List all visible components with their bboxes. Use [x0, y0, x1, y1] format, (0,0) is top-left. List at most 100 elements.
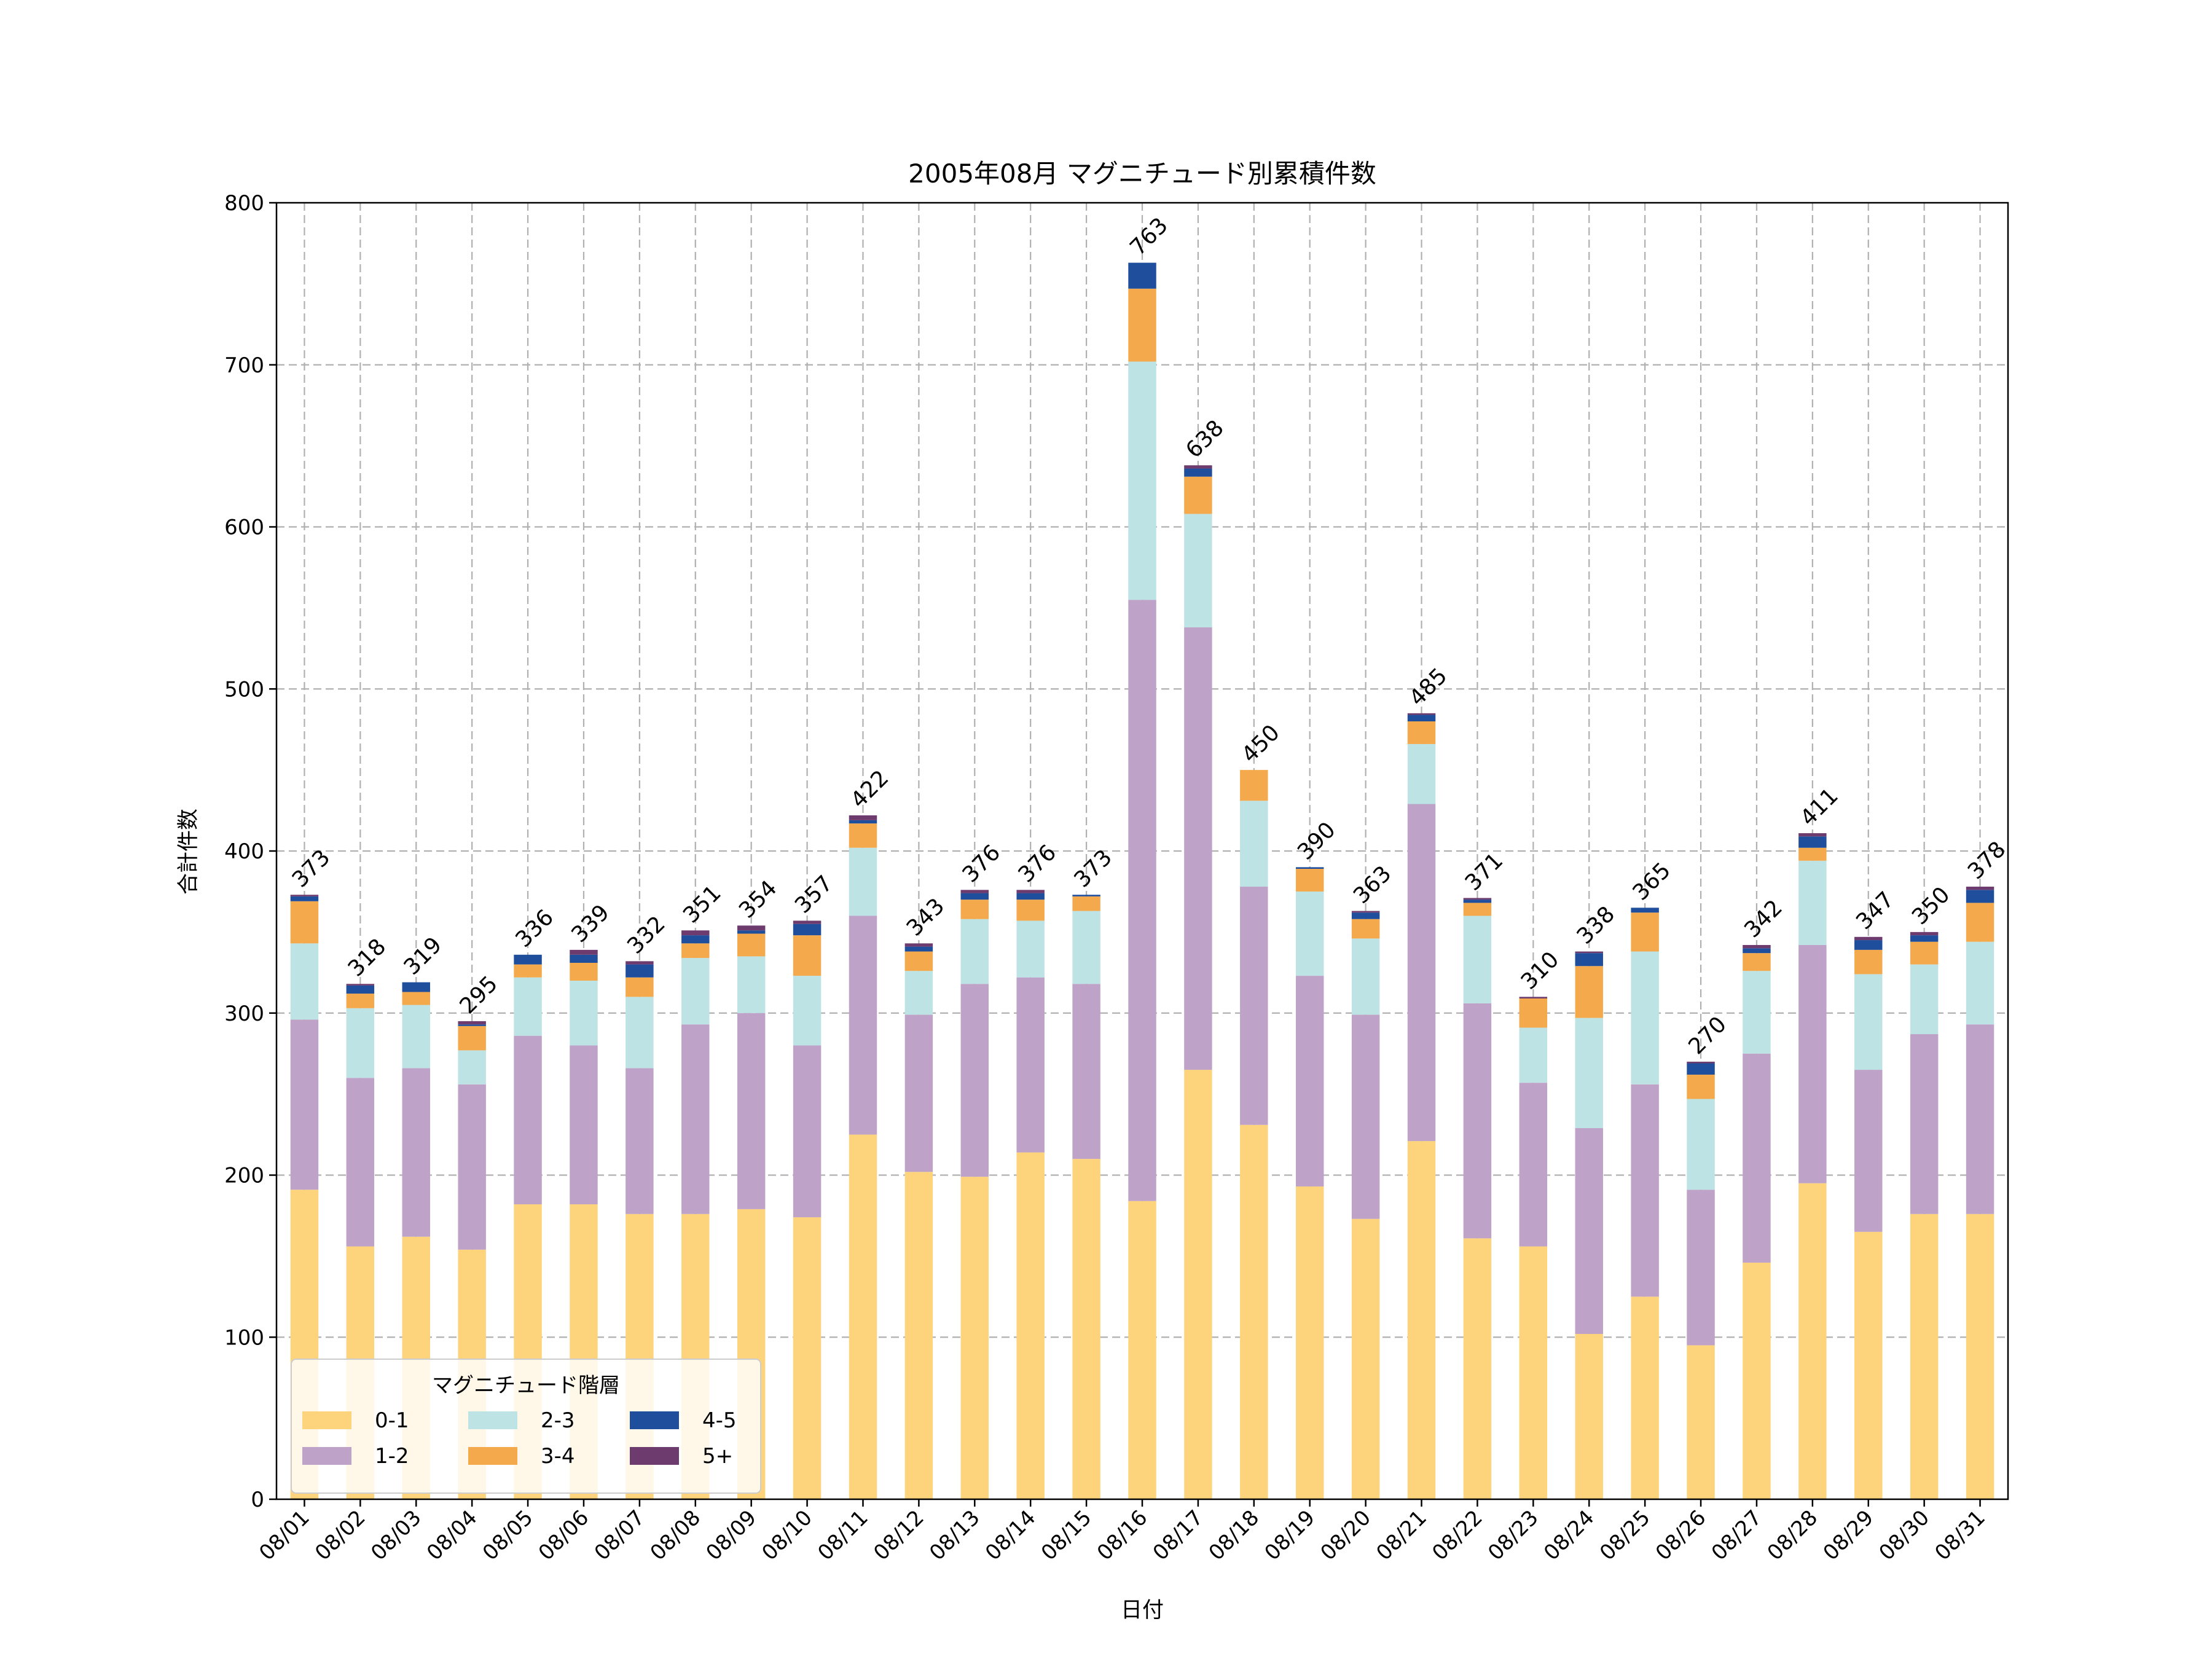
bar-segment-3-4	[1407, 721, 1436, 744]
bar-segment-1-2	[458, 1084, 486, 1250]
bar-segment-0-1	[1295, 1186, 1324, 1499]
bar-segment-2-3	[1519, 1027, 1548, 1083]
bar-segment-2-3	[1072, 911, 1100, 984]
legend-swatch-0-1	[302, 1411, 351, 1429]
bar-segment-4-5	[904, 946, 933, 952]
legend-swatch-2-3	[468, 1411, 517, 1429]
bar-segment-2-3	[793, 976, 822, 1046]
bar-segment-0-1	[1910, 1214, 1939, 1499]
bar-segment-3-4	[1854, 949, 1883, 975]
bar-segment-3-4	[514, 964, 542, 978]
bar-segment-4-5	[960, 893, 989, 900]
bar-segment-4-5	[402, 982, 430, 992]
bar-segment-4-5	[514, 954, 542, 965]
bars-layer	[290, 262, 1994, 1499]
bar-segment-4-5	[849, 820, 877, 824]
bar-segment-5plus	[793, 920, 822, 924]
bar-segment-3-4	[1463, 903, 1492, 916]
bar-segment-5plus	[1854, 936, 1883, 941]
bar-segment-3-4	[458, 1026, 486, 1051]
bar-segment-4-5	[1128, 262, 1156, 289]
bar-segment-3-4	[793, 935, 822, 976]
bar-segment-3-4	[1016, 900, 1045, 921]
bar-segment-2-3	[1128, 361, 1156, 600]
bar-segment-3-4	[570, 962, 598, 981]
bar-segment-5plus	[1575, 951, 1603, 954]
bar-segment-0-1	[1631, 1296, 1659, 1499]
bar-segment-0-1	[1519, 1246, 1548, 1499]
grid-layer	[276, 203, 2008, 1499]
bar-segment-1-2	[793, 1045, 822, 1218]
bar-segment-5plus	[1798, 833, 1827, 837]
bar-segment-5plus	[681, 930, 710, 936]
bar-segment-1-2	[1966, 1024, 1994, 1214]
bar-segment-2-3	[737, 956, 766, 1013]
bar-segment-2-3	[849, 847, 877, 916]
bar-segment-0-1	[904, 1172, 933, 1499]
bar-segment-5plus	[1910, 931, 1939, 936]
bar-segment-2-3	[960, 919, 989, 984]
bar-segment-1-2	[1798, 944, 1827, 1183]
bar-segment-1-2	[1743, 1053, 1771, 1263]
bar-segment-2-3	[1966, 941, 1994, 1025]
bar-segment-4-5	[1687, 1063, 1715, 1075]
bar-segment-3-4	[290, 901, 319, 944]
bar-segment-2-3	[1798, 860, 1827, 945]
bar-segment-3-4	[1240, 770, 1268, 801]
bar-segment-2-3	[1184, 514, 1212, 628]
y-axis-label: 合計件数	[176, 809, 201, 895]
bar-segment-4-5	[793, 924, 822, 936]
bar-segment-4-5	[346, 985, 375, 994]
bar-segment-3-4	[1743, 953, 1771, 971]
bar-segment-1-2	[1575, 1128, 1603, 1334]
bar-segment-4-5	[1351, 912, 1380, 919]
bar-segment-1-2	[570, 1045, 598, 1204]
bar-segment-0-1	[1184, 1070, 1212, 1499]
bar-segment-1-2	[849, 916, 877, 1135]
bar-segment-0-1	[1407, 1141, 1436, 1499]
bar-segment-1-2	[290, 1019, 319, 1190]
bar-segment-1-2	[1295, 976, 1324, 1186]
bar-segment-5plus	[737, 925, 766, 931]
bar-segment-1-2	[1463, 1003, 1492, 1239]
bar-segment-1-2	[1407, 804, 1436, 1142]
bar-segment-5plus	[346, 984, 375, 986]
y-tick-label: 700	[224, 353, 264, 378]
bar-segment-5plus	[570, 949, 598, 955]
bar-segment-3-4	[681, 943, 710, 959]
bar-segment-2-3	[904, 971, 933, 1015]
bar-segment-0-1	[1854, 1231, 1883, 1499]
bar-segment-1-2	[1240, 887, 1268, 1125]
bar-segment-3-4	[1184, 476, 1212, 514]
bar-segment-1-2	[737, 1013, 766, 1209]
y-tick-label: 800	[224, 191, 264, 216]
bar-segment-2-3	[514, 977, 542, 1036]
bar-segment-0-1	[1463, 1238, 1492, 1499]
bar-segment-2-3	[1743, 971, 1771, 1054]
bar-segment-5plus	[849, 815, 877, 820]
bar-segment-5plus	[1966, 887, 1994, 890]
bar-segment-3-4	[1575, 966, 1603, 1018]
bar-segment-3-4	[1966, 903, 1994, 942]
bar-segment-1-2	[1854, 1070, 1883, 1232]
legend: マグニチュード階層 0-1 1-2 2-3 3-4 4-5 5+	[291, 1359, 761, 1494]
bar-segment-2-3	[1240, 801, 1268, 887]
legend-label-4-5: 4-5	[702, 1408, 737, 1433]
bar-segment-2-3	[626, 997, 654, 1069]
bar-segment-5plus	[458, 1021, 486, 1025]
bar-segment-3-4	[1295, 869, 1324, 892]
bar-segment-0-1	[1743, 1262, 1771, 1499]
bar-segment-5plus	[626, 961, 654, 965]
y-tick-label: 500	[224, 677, 264, 702]
bar-segment-2-3	[1351, 938, 1380, 1015]
bar-segment-4-5	[1743, 948, 1771, 954]
bar-segment-2-3	[681, 958, 710, 1025]
chart-title: 2005年08月 マグニチュード別累積件数	[908, 159, 1376, 189]
bar-segment-3-4	[1687, 1074, 1715, 1099]
bar-segment-3-4	[960, 900, 989, 919]
bar-segment-5plus	[1743, 944, 1771, 949]
bar-segment-4-5	[1407, 715, 1436, 721]
legend-swatch-4-5	[630, 1411, 679, 1429]
